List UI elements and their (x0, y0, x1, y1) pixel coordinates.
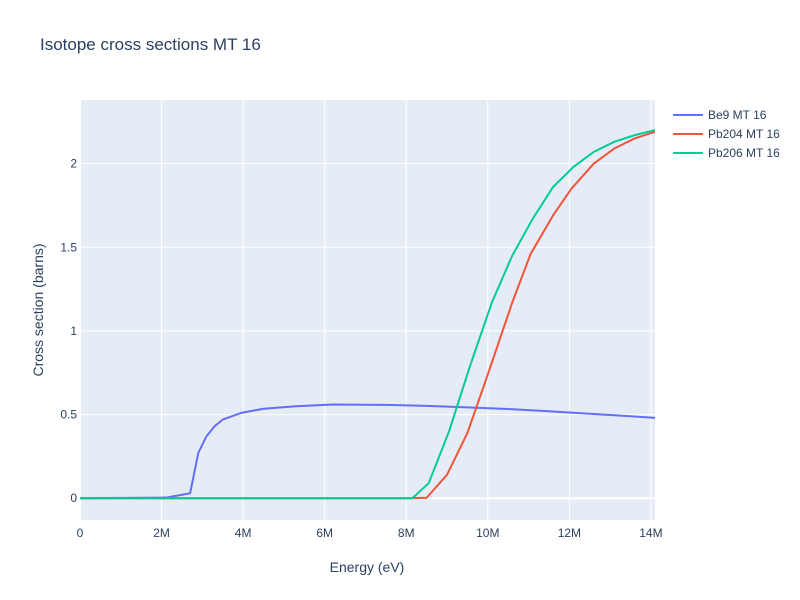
x-tick-label: 6M (316, 526, 333, 540)
x-tick-labels: 0 2M 4M 6M 8M 10M 12M 14M (77, 526, 663, 540)
series-line-1[interactable] (79, 403, 656, 500)
x-axis-title: Energy (eV) (330, 559, 405, 575)
x-tick-label: 8M (398, 526, 415, 540)
x-tick-label: 0 (77, 526, 84, 540)
x-tick-label: 12M (558, 526, 581, 540)
series-line-3[interactable] (80, 129, 656, 500)
legend-item-1[interactable]: Be9 MT 16 (673, 108, 767, 122)
y-tick-label: 2 (70, 157, 77, 171)
y-tick-label: 0.5 (60, 408, 77, 422)
x-tick-label: 14M (639, 526, 662, 540)
y-axis-title: Cross section (barns) (30, 243, 46, 376)
x-tick-label: 2M (153, 526, 170, 540)
x-tick-label: 10M (476, 526, 499, 540)
legend-label: Pb204 MT 16 (708, 127, 780, 141)
legend-item-3[interactable]: Pb206 MT 16 (673, 146, 780, 160)
x-tick-label: 4M (235, 526, 252, 540)
legend-label: Pb206 MT 16 (708, 146, 780, 160)
plot-area[interactable] (80, 100, 655, 520)
y-tick-label: 0 (70, 491, 77, 505)
chart-title: Isotope cross sections MT 16 (40, 35, 261, 54)
series-line-2[interactable] (80, 130, 656, 500)
legend-item-2[interactable]: Pb204 MT 16 (673, 127, 780, 141)
y-tick-label: 1.5 (60, 240, 77, 254)
y-tick-label: 1 (70, 324, 77, 338)
legend: Be9 MT 16 Pb204 MT 16 Pb206 MT 16 (673, 108, 780, 160)
y-tick-labels: 0 0.5 1 1.5 2 (60, 157, 77, 506)
legend-label: Be9 MT 16 (708, 108, 767, 122)
series-layer (79, 129, 656, 500)
